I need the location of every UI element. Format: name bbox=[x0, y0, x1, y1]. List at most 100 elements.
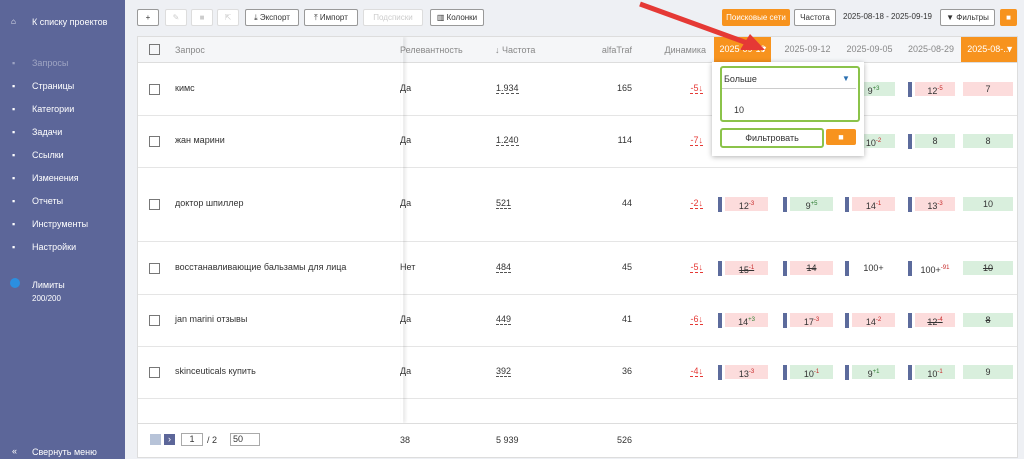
page-input[interactable]: 1 bbox=[181, 433, 203, 446]
column-header[interactable]: Динамика bbox=[664, 45, 706, 55]
position: 8 bbox=[985, 136, 991, 146]
position: 9 bbox=[867, 369, 873, 379]
position-bar bbox=[908, 134, 912, 149]
date-range[interactable]: 2025-08-18 - 2025-09-19 bbox=[843, 12, 932, 21]
select-caret: ▼ bbox=[842, 74, 850, 83]
position-delta: -2 bbox=[875, 138, 882, 144]
position-delta: -91 bbox=[940, 264, 950, 271]
menu-item[interactable]: Отчеты bbox=[32, 196, 64, 206]
frequency[interactable]: 521 bbox=[496, 198, 512, 209]
position: 9 bbox=[985, 367, 991, 377]
limits-label: Лимиты bbox=[32, 280, 65, 290]
filters-button[interactable]: ▼ Фильтры bbox=[940, 9, 995, 26]
frequency[interactable]: 392 bbox=[496, 366, 512, 377]
collapse-menu[interactable]: Свернуть меню bbox=[32, 447, 97, 457]
column-header[interactable]: ↓ Частота bbox=[495, 45, 536, 55]
frequency-total: 5 939 bbox=[496, 435, 519, 445]
dynamics[interactable]: -7↓ bbox=[690, 135, 703, 146]
position-cell: 14-1 bbox=[852, 197, 895, 211]
traffic: 44 bbox=[621, 198, 632, 208]
table: Запрос Релевантность ↓ Частота alfaTraf Дина… bbox=[137, 36, 1018, 458]
menu-item[interactable]: Категории bbox=[32, 104, 75, 114]
sublists-button[interactable]: Подсписки bbox=[363, 9, 423, 26]
relevance: Да bbox=[400, 314, 412, 324]
dynamics[interactable]: -2↓ bbox=[690, 198, 703, 209]
checkbox[interactable] bbox=[149, 199, 160, 210]
query: восстанавливающие бальзамы для лица bbox=[175, 261, 347, 272]
column-header[interactable]: Релевантность bbox=[400, 45, 463, 55]
position-delta: -1 bbox=[937, 369, 943, 375]
menu-item[interactable]: Настройки bbox=[32, 242, 77, 252]
dynamics[interactable]: -5↓ bbox=[690, 82, 703, 94]
dynamics[interactable]: -4↓ bbox=[690, 366, 703, 377]
date-header[interactable]: 2025-09-12 bbox=[784, 44, 831, 54]
position-cell: 12-5 bbox=[915, 81, 955, 96]
frequency[interactable]: 1.240 bbox=[496, 135, 519, 146]
position-delta: +3 bbox=[872, 85, 880, 92]
export-button[interactable]: ⤓ Экспорт bbox=[245, 9, 299, 26]
menu-item[interactable]: Задачи bbox=[32, 127, 63, 137]
menu-item[interactable]: Запросы bbox=[32, 58, 69, 68]
import-button[interactable]: ⤒ Импорт bbox=[304, 9, 358, 26]
frequency[interactable]: 449 bbox=[496, 314, 512, 325]
position-delta: -3 bbox=[937, 201, 943, 207]
checkbox[interactable] bbox=[149, 83, 160, 95]
position: 100+ bbox=[863, 262, 884, 273]
menu-icon: ▪ bbox=[12, 173, 16, 183]
position: 7 bbox=[985, 83, 991, 94]
move-button[interactable]: ⇱ bbox=[217, 9, 239, 26]
condition-select[interactable]: Больше bbox=[724, 74, 757, 84]
columns-button[interactable]: ▥ Колонки bbox=[430, 9, 484, 26]
annotation-arrow bbox=[639, 1, 765, 50]
position: 10 bbox=[982, 199, 993, 209]
query: skinceuticals купить bbox=[175, 366, 256, 376]
checkbox[interactable] bbox=[149, 367, 160, 378]
delete-button[interactable]: ■ bbox=[191, 9, 213, 26]
position-cell: 14+3 bbox=[725, 313, 768, 327]
prev-page[interactable] bbox=[150, 434, 161, 445]
position-cell: 17-3 bbox=[790, 313, 833, 327]
frequency-button[interactable]: Частота bbox=[794, 9, 836, 26]
column-header[interactable]: Запрос bbox=[175, 45, 205, 55]
checkbox[interactable] bbox=[149, 136, 160, 147]
remove-button[interactable]: ■ bbox=[826, 129, 856, 145]
networks-button[interactable]: Поисковые сети bbox=[722, 9, 790, 26]
dynamics[interactable]: -6↓ bbox=[690, 314, 703, 325]
position-cell: 10 bbox=[963, 260, 1013, 275]
date-header[interactable]: 2025-09-05 bbox=[846, 44, 893, 54]
frequency[interactable]: 1.934 bbox=[496, 82, 519, 94]
export-label: Экспорт bbox=[259, 13, 290, 22]
value-input[interactable]: 10 bbox=[734, 105, 745, 115]
menu-icon: ▪ bbox=[12, 196, 16, 206]
footer bbox=[138, 423, 1017, 457]
apply-button[interactable]: Фильтровать bbox=[720, 128, 824, 148]
position: 17 bbox=[803, 317, 814, 327]
position-bar bbox=[718, 313, 722, 328]
position-bar bbox=[845, 260, 849, 276]
frequency[interactable]: 484 bbox=[496, 261, 512, 273]
column-header[interactable]: alfaTraf bbox=[601, 45, 632, 55]
position-cell: 100+-91 bbox=[915, 260, 955, 275]
dynamics[interactable]: -5↓ bbox=[690, 261, 703, 273]
back-link[interactable]: К списку проектов bbox=[32, 17, 108, 27]
checkbox[interactable] bbox=[149, 262, 160, 274]
clear-button[interactable]: ■ bbox=[1000, 9, 1017, 26]
edit-button[interactable]: ✎ bbox=[165, 9, 187, 26]
menu-icon: ▪ bbox=[12, 81, 16, 91]
position: 10 bbox=[865, 138, 876, 148]
date-header[interactable]: 2025-08-29 bbox=[907, 44, 955, 54]
menu-item[interactable]: Ссылки bbox=[32, 150, 64, 160]
checkbox[interactable] bbox=[149, 315, 160, 326]
position: 10 bbox=[982, 262, 993, 273]
menu-item[interactable]: Изменения bbox=[32, 173, 79, 183]
menu-item[interactable]: Страницы bbox=[32, 81, 75, 91]
per-page[interactable]: 50 bbox=[230, 433, 260, 446]
menu-item[interactable]: Инструменты bbox=[32, 219, 89, 229]
next-page[interactable]: › bbox=[164, 434, 175, 445]
date-header[interactable]: 2025-08-... ▼ bbox=[961, 37, 1017, 62]
add-button[interactable]: + bbox=[137, 9, 159, 26]
checkbox[interactable] bbox=[149, 44, 160, 55]
position: 10 bbox=[803, 369, 814, 379]
position-bar bbox=[718, 197, 722, 212]
position: 14 bbox=[865, 317, 876, 327]
